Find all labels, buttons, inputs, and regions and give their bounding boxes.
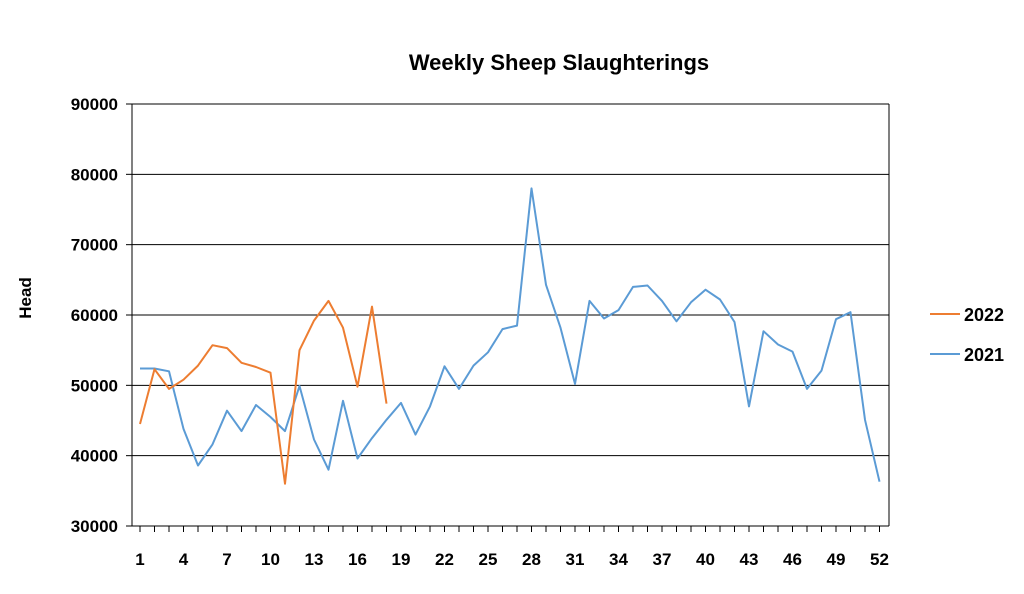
x-tick-label: 16 [348,550,367,569]
legend-label-2022: 2022 [964,305,1004,325]
legend-label-2021: 2021 [964,345,1004,365]
chart-title: Weekly Sheep Slaughterings [409,50,709,75]
y-tick-label: 80000 [71,165,118,184]
y-tick-label: 30000 [71,517,118,536]
x-tick-label: 37 [653,550,672,569]
legend: 2022 2021 [930,305,1004,365]
x-tick-label: 19 [392,550,411,569]
series-layer [139,187,881,485]
x-tick-label: 40 [696,550,715,569]
y-tick-label: 90000 [71,95,118,114]
axes [131,104,890,532]
x-tick-label: 46 [783,550,802,569]
x-tick-label: 49 [827,550,846,569]
x-tick-label: 1 [135,550,144,569]
x-tick-label: 43 [740,550,759,569]
y-tick-labels: 30000 40000 50000 60000 70000 80000 90000 [71,95,118,536]
x-tick-label: 22 [435,550,454,569]
y-axis-title: Head [16,277,35,319]
x-tick-label: 25 [479,550,498,569]
y-tick-label: 40000 [71,447,118,466]
x-tick-label: 4 [179,550,189,569]
series-line-2022 [139,299,388,485]
y-tick-label: 60000 [71,306,118,325]
gridlines [126,103,889,527]
x-tick-label: 31 [566,550,585,569]
x-tick-label: 13 [305,550,324,569]
x-tick-label: 34 [609,550,628,569]
series-line-2021 [140,187,881,482]
x-tick-label: 7 [222,550,231,569]
x-tick-label: 28 [522,550,541,569]
y-tick-label: 50000 [71,376,118,395]
x-tick-label: 52 [870,550,889,569]
x-tick-labels: 1 4 7 10 13 16 19 22 25 28 31 34 37 40 43 46 49 52 [135,550,889,569]
y-tick-label: 70000 [71,236,118,255]
x-tick-label: 10 [261,550,280,569]
